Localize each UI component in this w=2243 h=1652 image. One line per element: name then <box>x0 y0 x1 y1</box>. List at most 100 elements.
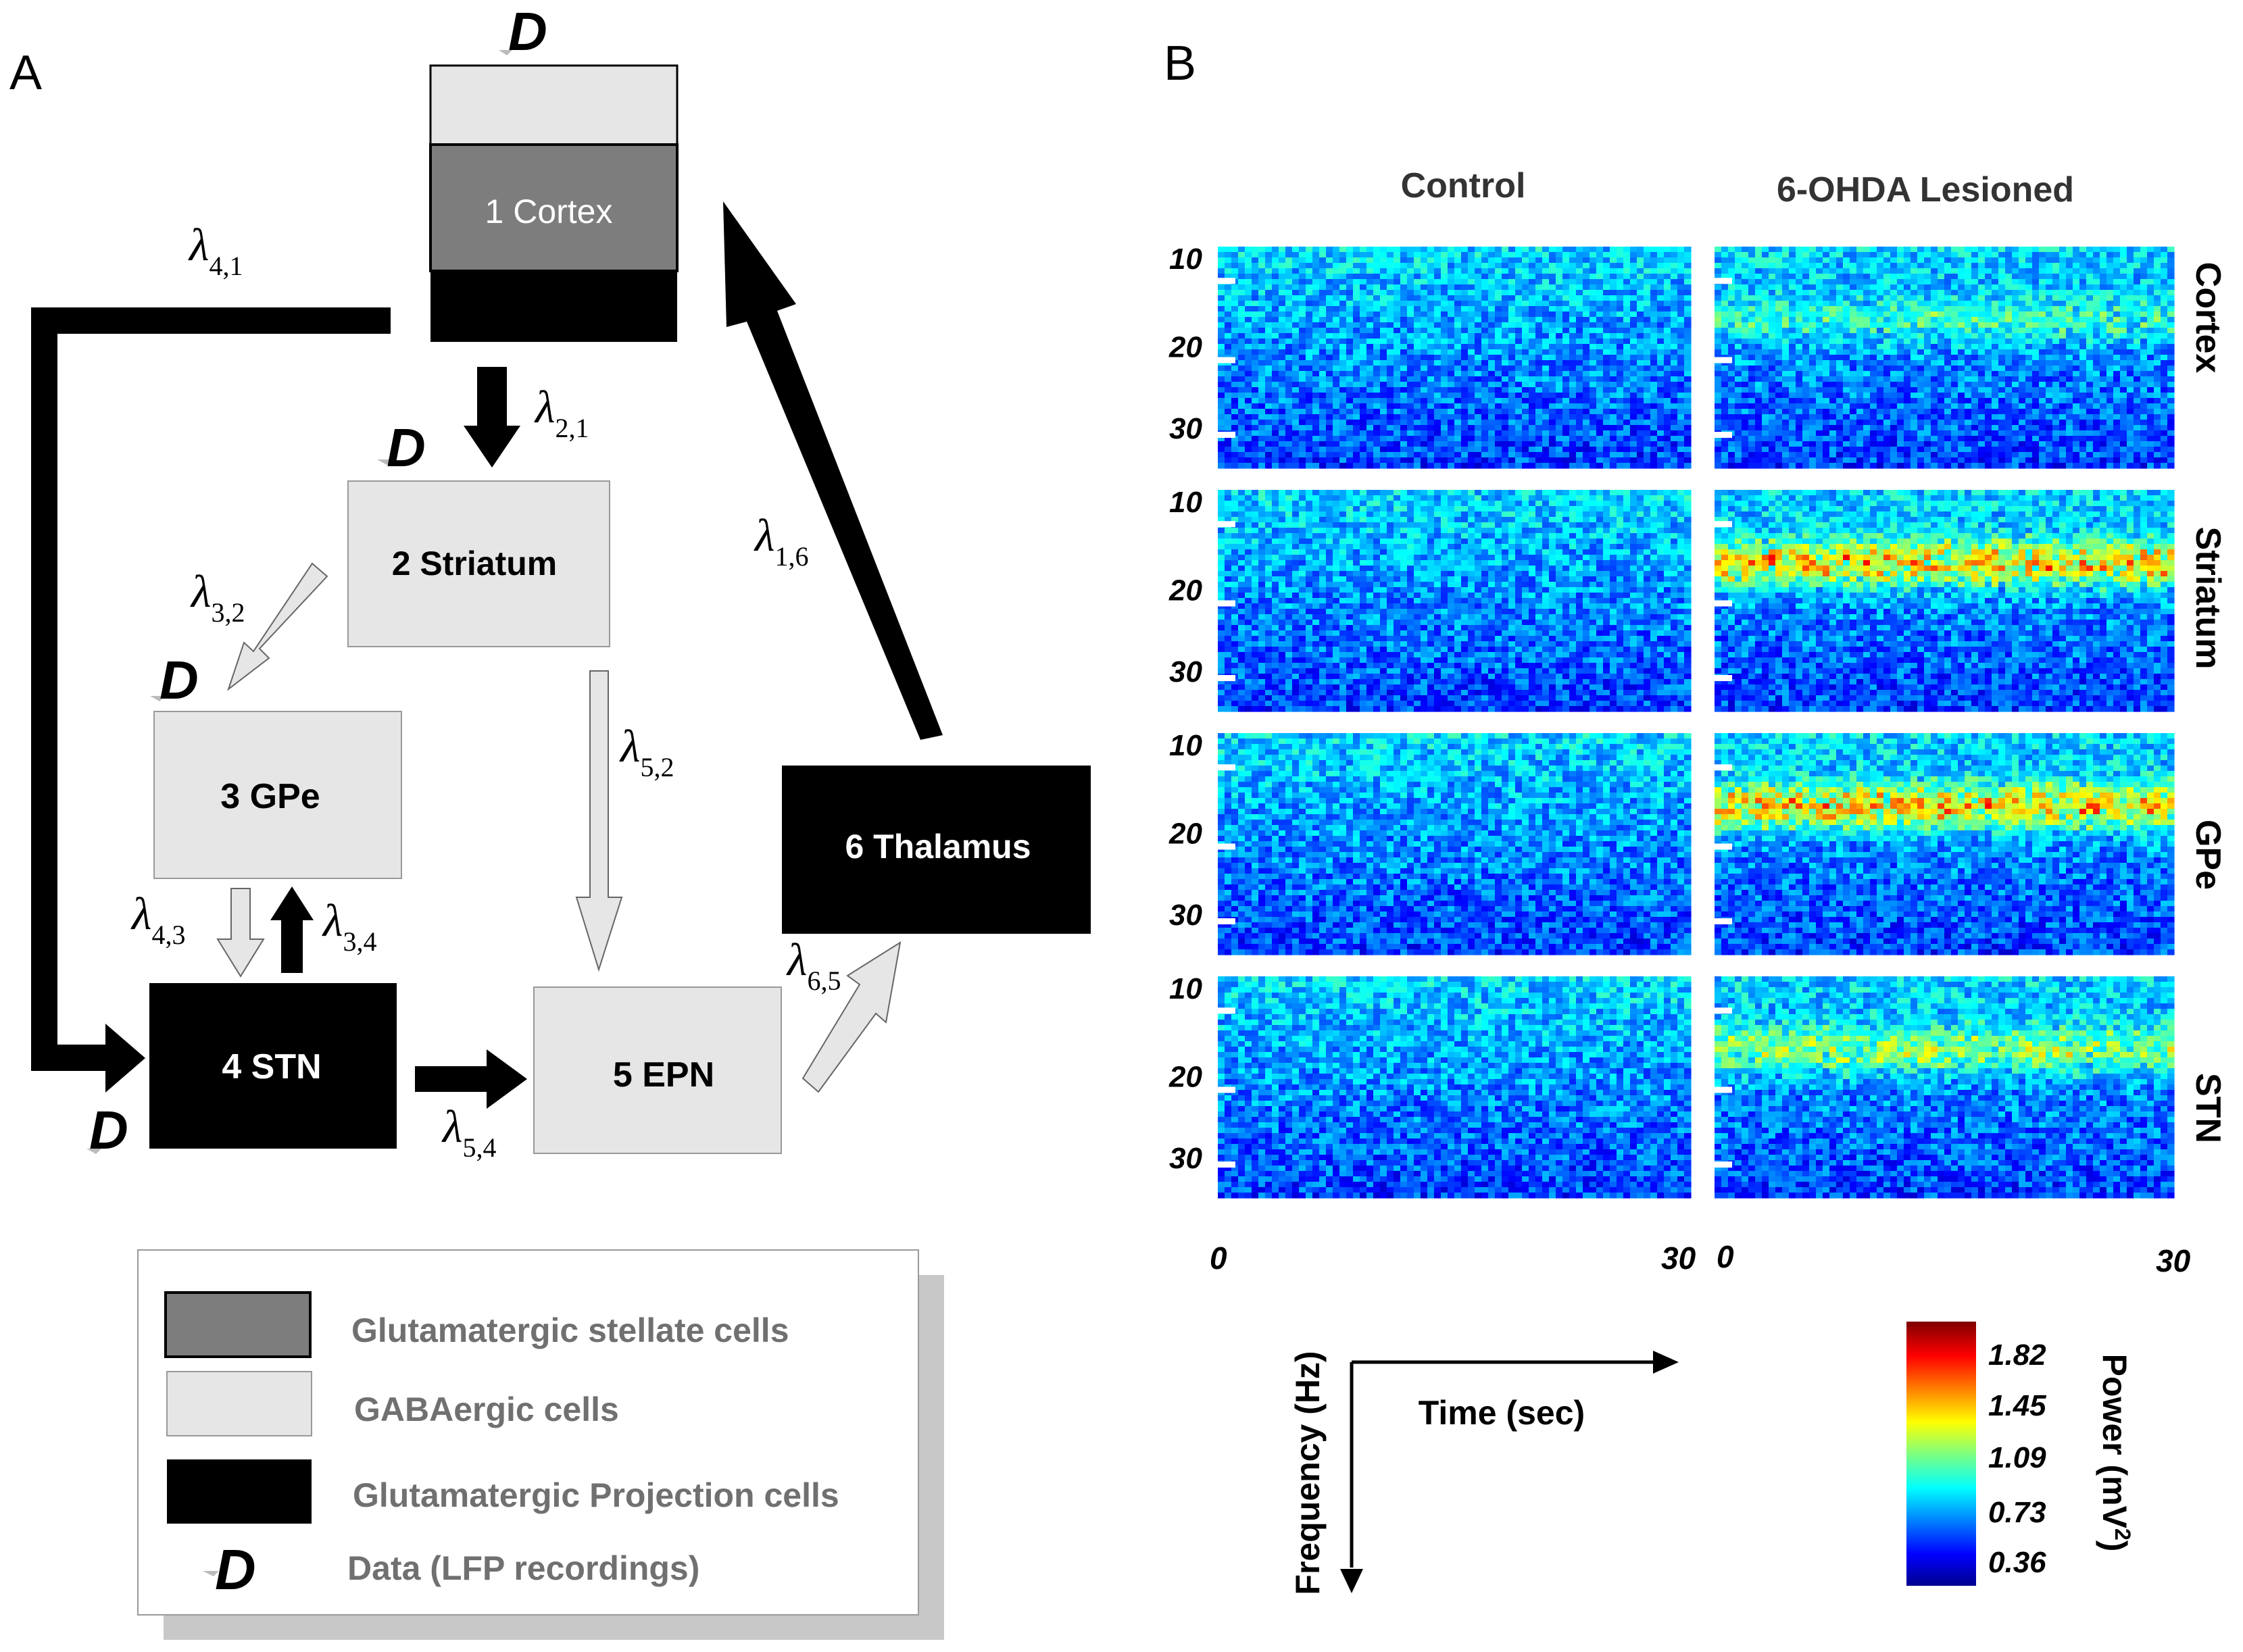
thalamus-node: 6 Thalamus <box>782 766 1091 934</box>
column-title-control: Control <box>1401 166 1526 205</box>
spectrogram-striatum-lesioned <box>1715 490 2175 712</box>
spectrogram-gpe-lesioned <box>1715 733 2175 955</box>
y-tick-label: 10 <box>1169 486 1202 519</box>
tick-mark <box>1715 357 1732 364</box>
tick-mark <box>1218 1161 1235 1168</box>
x-tick-control-end: 30 <box>1661 1241 1696 1276</box>
tick-mark <box>1218 432 1235 438</box>
tick-mark <box>1715 278 1732 284</box>
striatum-label: 2 Striatum <box>392 545 558 582</box>
x-tick-control-start: 0 <box>1210 1241 1227 1276</box>
colorbar-tick-5: 0.36 <box>1988 1546 2046 1579</box>
tick-mark <box>1218 601 1235 607</box>
tick-mark <box>1218 918 1235 924</box>
svg-text:D: D <box>159 650 199 710</box>
row-label-striatum: Striatum <box>2188 527 2227 670</box>
column-title-lesioned: 6-OHDA Lesioned <box>1777 170 2074 209</box>
y-tick-label: 20 <box>1168 817 1202 850</box>
arrow-cortex-to-stn <box>31 307 391 1093</box>
thalamus-label: 6 Thalamus <box>845 828 1031 866</box>
lambda-5-4: λ5,4 <box>441 1101 496 1163</box>
cortex-node: 1 Cortex <box>430 66 677 342</box>
colorbar-tick-1: 1.82 <box>1988 1338 2046 1372</box>
colorbar-title: Power (mV2) <box>2096 1354 2135 1552</box>
arrow-cortex-to-striatum <box>464 367 520 468</box>
epn-label: 5 EPN <box>613 1055 714 1095</box>
lambda-3-4: λ3,4 <box>322 895 376 957</box>
tick-mark <box>1715 1161 1732 1168</box>
y-tick-label: 20 <box>1168 574 1202 607</box>
cortex-label: 1 Cortex <box>485 193 613 230</box>
legend: Glutamatergic stellate cells GABAergic c… <box>138 1250 944 1640</box>
data-marker-stn: D <box>87 1100 128 1160</box>
data-marker-striatum: D <box>377 418 426 478</box>
gpe-node: 3 GPe <box>154 711 401 878</box>
tick-mark <box>1715 675 1732 681</box>
tick-mark <box>1218 357 1235 364</box>
x-tick-lesioned-end: 30 <box>2156 1243 2191 1278</box>
tick-mark <box>1715 764 1732 770</box>
lambda-4-1: λ4,1 <box>188 219 243 281</box>
arrow-thalamus-to-cortex <box>723 201 943 740</box>
tick-mark <box>1715 601 1732 607</box>
svg-text:Glutamatergic stellate cells: Glutamatergic stellate cells <box>351 1311 789 1349</box>
y-tick-label: 30 <box>1169 655 1202 689</box>
stn-node: 4 STN <box>149 983 397 1149</box>
axis-time-label: Time (sec) <box>1419 1394 1585 1432</box>
lambda-4-3: λ4,3 <box>130 888 185 950</box>
svg-text:D: D <box>89 1100 128 1160</box>
lambda-6-5: λ6,5 <box>786 934 841 996</box>
tick-mark <box>1715 521 1732 527</box>
y-tick-label: 30 <box>1169 899 1202 932</box>
spectrogram-cortex-control <box>1218 247 1692 469</box>
tick-mark <box>1715 432 1732 438</box>
svg-text:D: D <box>387 418 426 478</box>
tick-mark <box>1715 844 1732 850</box>
y-tick-label: 20 <box>1168 1060 1202 1093</box>
stn-label: 4 STN <box>222 1047 321 1086</box>
colorbar-tick-2: 1.45 <box>1988 1389 2046 1422</box>
svg-text:D: D <box>508 1 547 61</box>
row-label-cortex: Cortex <box>2188 262 2227 374</box>
spectrogram-striatum-control <box>1218 490 1692 712</box>
y-tick-label: 10 <box>1169 729 1202 762</box>
axes-key: Frequency (Hz) Time (sec) <box>1289 1351 1679 1595</box>
lambda-1-6: λ1,6 <box>754 509 808 572</box>
arrow-stn-to-epn <box>415 1049 527 1109</box>
tick-mark <box>1715 1007 1732 1013</box>
axis-frequency-label: Frequency (Hz) <box>1289 1351 1327 1595</box>
tick-mark <box>1218 278 1235 284</box>
svg-text:GABAergic cells: GABAergic cells <box>354 1391 619 1428</box>
data-marker-gpe: D <box>150 650 199 710</box>
panel-a-label: A <box>9 46 42 100</box>
spectrogram-stn-lesioned <box>1715 976 2175 1199</box>
epn-node: 5 EPN <box>534 987 781 1153</box>
data-marker-cortex: D <box>499 1 547 61</box>
tick-mark <box>1715 1087 1732 1093</box>
tick-mark <box>1218 1087 1235 1093</box>
lambda-5-2: λ5,2 <box>619 720 674 782</box>
colorbar-tick-4: 0.73 <box>1988 1496 2046 1529</box>
colorbar-tick-3: 1.09 <box>1988 1441 2046 1474</box>
svg-text:Glutamatergic Projection cells: Glutamatergic Projection cells <box>353 1476 839 1514</box>
spectrogram-stn-control <box>1218 976 1692 1199</box>
y-tick-label: 30 <box>1169 412 1202 445</box>
colorbar: 1.82 1.45 1.09 0.73 0.36 Power (mV2) <box>1906 1322 2135 1586</box>
arrow-stn-to-gpe <box>270 886 314 973</box>
arrow-gpe-to-stn <box>218 888 264 976</box>
svg-text:D: D <box>215 1538 256 1601</box>
tick-mark <box>1218 764 1235 770</box>
y-tick-label: 20 <box>1168 330 1202 364</box>
row-label-gpe: GPe <box>2188 820 2227 890</box>
y-tick-label: 30 <box>1169 1142 1202 1175</box>
lambda-2-1: λ2,1 <box>534 381 589 443</box>
lambda-3-2: λ3,2 <box>190 566 245 628</box>
striatum-node: 2 Striatum <box>348 481 610 647</box>
arrow-striatum-to-epn <box>576 671 622 970</box>
spectrogram-gpe-control <box>1218 733 1692 955</box>
x-tick-lesioned-start: 0 <box>1717 1239 1734 1274</box>
gpe-label: 3 GPe <box>220 777 320 816</box>
tick-mark <box>1218 844 1235 850</box>
y-tick-label: 10 <box>1169 243 1202 276</box>
